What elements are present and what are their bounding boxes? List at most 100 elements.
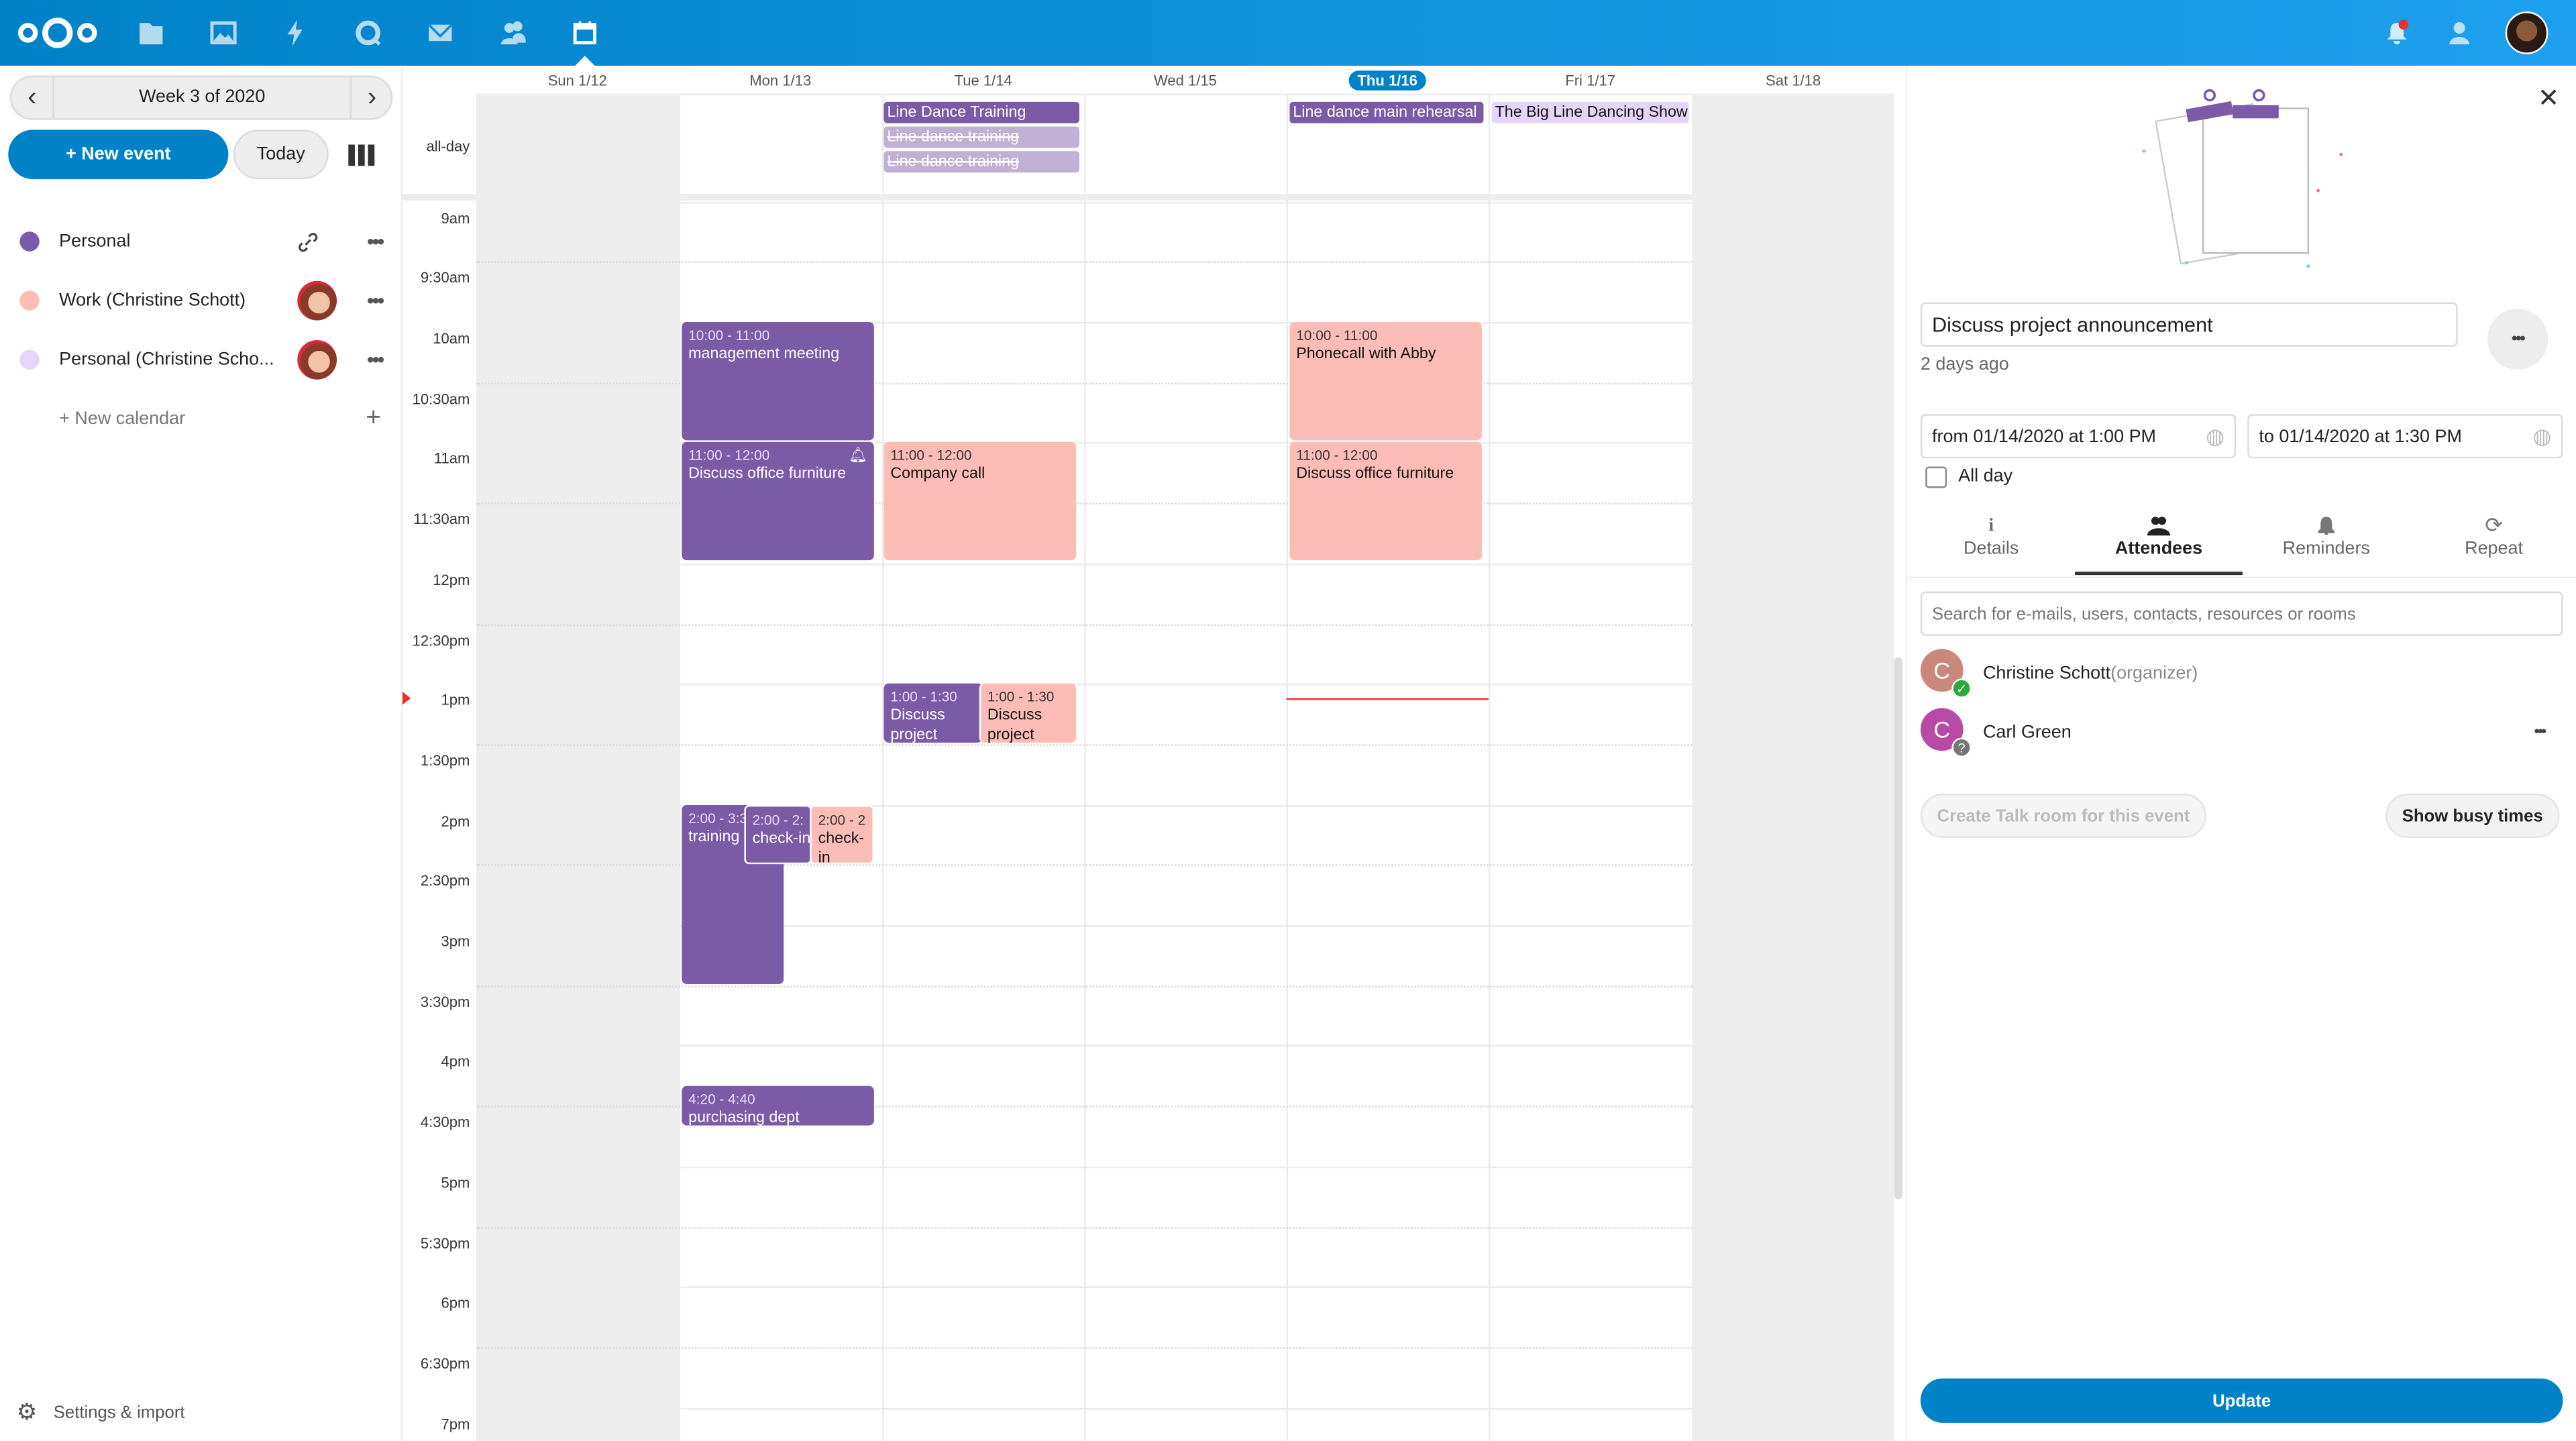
time-label: 2:30pm xyxy=(420,873,470,890)
bell-icon: 🔔︎ xyxy=(849,447,868,464)
grid-line xyxy=(476,1226,1693,1228)
event-block[interactable]: 10:00 - 11:00 Phonecall with Abby xyxy=(1289,322,1482,441)
all-day-event-cancelled[interactable]: Line dance training xyxy=(883,126,1079,148)
mail-icon[interactable] xyxy=(425,18,455,48)
gear-icon: ⚙ xyxy=(16,1398,38,1425)
more-options-icon[interactable]: ••• xyxy=(367,289,384,313)
day-column-sun[interactable] xyxy=(476,95,679,1441)
time-label: 1pm xyxy=(441,692,470,708)
photos-icon[interactable] xyxy=(209,18,238,48)
calendar-name: Work (Christine Schott) xyxy=(59,290,246,311)
more-actions-button[interactable]: ••• xyxy=(2487,309,2548,370)
files-icon[interactable] xyxy=(136,18,166,48)
attendee-avatar: C ✓ xyxy=(1920,649,1972,698)
scrollbar[interactable] xyxy=(1894,657,1902,1199)
unknown-status-icon: ? xyxy=(1951,737,1972,757)
talk-icon[interactable] xyxy=(354,18,383,48)
globe-icon[interactable]: ◍ xyxy=(2206,423,2224,448)
day-header: Sat 1/18 xyxy=(1766,72,1821,89)
user-avatar[interactable] xyxy=(2505,11,2548,54)
all-day-event[interactable]: The Big Line Dancing Show xyxy=(1491,101,1689,123)
day-column-mon[interactable] xyxy=(678,95,882,1441)
all-day-event-cancelled[interactable]: Line dance training xyxy=(883,151,1079,173)
update-button[interactable]: Update xyxy=(1920,1378,2563,1423)
bell-icon xyxy=(2243,513,2410,539)
globe-icon[interactable]: ◍ xyxy=(2532,423,2552,448)
day-header: Sun 1/12 xyxy=(547,72,607,89)
settings-label: Settings & import xyxy=(53,1402,185,1422)
tab-repeat[interactable]: ⟳ Repeat xyxy=(2410,513,2576,575)
view-switcher-icon[interactable] xyxy=(348,144,375,166)
event-block[interactable]: 2:00 - 2:30check-in xyxy=(744,805,812,865)
tab-attendees[interactable]: Attendees xyxy=(2075,513,2243,576)
tab-details[interactable]: i Details xyxy=(1907,513,2075,575)
event-block[interactable]: 11:00 - 12:00 Discuss office furniture xyxy=(1289,441,1482,561)
tab-reminders[interactable]: Reminders xyxy=(2243,513,2410,575)
calendar-item-personal-shared[interactable]: Personal (Christine Scho... ••• xyxy=(0,330,402,389)
calendar-item-work[interactable]: Work (Christine Schott) ••• xyxy=(0,271,402,330)
event-block[interactable]: 1:00 - 1:30 Discuss project xyxy=(979,683,1077,743)
day-column-wed[interactable] xyxy=(1084,95,1286,1441)
grid-line xyxy=(476,744,1693,746)
new-event-button[interactable]: + New event xyxy=(8,129,229,179)
contacts-icon[interactable] xyxy=(498,18,527,48)
new-calendar-item[interactable]: + New calendar + xyxy=(0,389,402,448)
sidebar: ‹ Week 3 of 2020 › + New event Today Per… xyxy=(0,65,403,1441)
modified-label: 2 days ago xyxy=(1920,354,2009,375)
day-column-fri[interactable] xyxy=(1488,95,1693,1441)
grid-line xyxy=(476,623,1693,625)
create-talk-room-button[interactable]: Create Talk room for this event xyxy=(1920,793,2207,838)
event-block[interactable]: 10:00 - 11:00 management meeting xyxy=(682,322,874,441)
logo-icon[interactable] xyxy=(16,15,98,51)
previous-week-button[interactable]: ‹ xyxy=(11,77,54,119)
start-datetime-input[interactable]: from 01/14/2020 at 1:00 PM ◍ xyxy=(1920,414,2237,459)
all-day-checkbox[interactable] xyxy=(1925,466,1947,488)
day-column-sat[interactable] xyxy=(1692,95,1894,1441)
today-button[interactable]: Today xyxy=(233,129,329,179)
notifications-icon[interactable] xyxy=(2382,18,2412,48)
event-block[interactable]: 11:00 - 12:00 Discuss office furniture 🔔︎ xyxy=(682,441,874,561)
week-label[interactable]: Week 3 of 2020 xyxy=(139,87,266,107)
time-label: 10:30am xyxy=(412,390,470,407)
day-column-tue[interactable] xyxy=(882,95,1084,1441)
more-options-icon[interactable]: ••• xyxy=(367,348,384,372)
contacts-menu-icon[interactable] xyxy=(2445,18,2474,48)
calendar-color-dot[interactable] xyxy=(19,350,40,370)
grid-line xyxy=(476,322,1693,324)
event-title-input[interactable]: Discuss project announcement xyxy=(1920,302,2458,347)
event-block[interactable]: 2:00 - 2:30check-in xyxy=(810,805,874,865)
end-datetime-input[interactable]: to 01/14/2020 at 1:30 PM ◍ xyxy=(2247,414,2563,459)
calendar-color-dot[interactable] xyxy=(19,231,40,252)
current-time-marker xyxy=(402,692,411,705)
attendee-search-input[interactable] xyxy=(1920,591,2563,636)
calendar-color-dot[interactable] xyxy=(19,290,40,311)
grid-line xyxy=(476,201,1693,203)
attendee-more-icon[interactable]: ••• xyxy=(2534,723,2546,740)
day-column-thu[interactable] xyxy=(1286,95,1489,1441)
grid-line xyxy=(476,262,1693,264)
plus-icon[interactable]: + xyxy=(366,404,382,433)
event-block[interactable]: 11:00 - 12:00 Company call xyxy=(883,441,1077,561)
event-block[interactable]: 4:20 - 4:40 purchasing dept xyxy=(682,1085,874,1126)
grid-line xyxy=(476,1045,1693,1047)
calendar-icon[interactable] xyxy=(570,18,600,48)
share-link-icon[interactable] xyxy=(297,231,319,252)
time-label: 5:30pm xyxy=(420,1234,470,1251)
time-label: 10am xyxy=(433,330,470,347)
next-week-button[interactable]: › xyxy=(350,77,393,119)
activity-icon[interactable] xyxy=(281,18,311,48)
more-options-icon[interactable]: ••• xyxy=(367,229,384,254)
chevron-left-icon: ‹ xyxy=(28,83,37,111)
close-icon[interactable]: ✕ xyxy=(2537,85,2560,113)
time-label: 7pm xyxy=(441,1416,470,1432)
grid-line xyxy=(476,1166,1693,1168)
all-day-event[interactable]: Line Dance Training xyxy=(883,101,1079,123)
week-grid: Sun 1/12 Mon 1/13 Tue 1/14 Wed 1/15 Thu … xyxy=(402,65,1894,1441)
time-label: 5pm xyxy=(441,1174,470,1191)
all-day-event[interactable]: Line dance main rehearsal xyxy=(1289,101,1484,123)
settings-import-button[interactable]: ⚙ Settings & import xyxy=(16,1398,184,1426)
calendar-item-personal[interactable]: Personal ••• xyxy=(0,212,402,271)
show-busy-times-button[interactable]: Show busy times xyxy=(2385,793,2560,838)
time-label: 6pm xyxy=(441,1295,470,1312)
